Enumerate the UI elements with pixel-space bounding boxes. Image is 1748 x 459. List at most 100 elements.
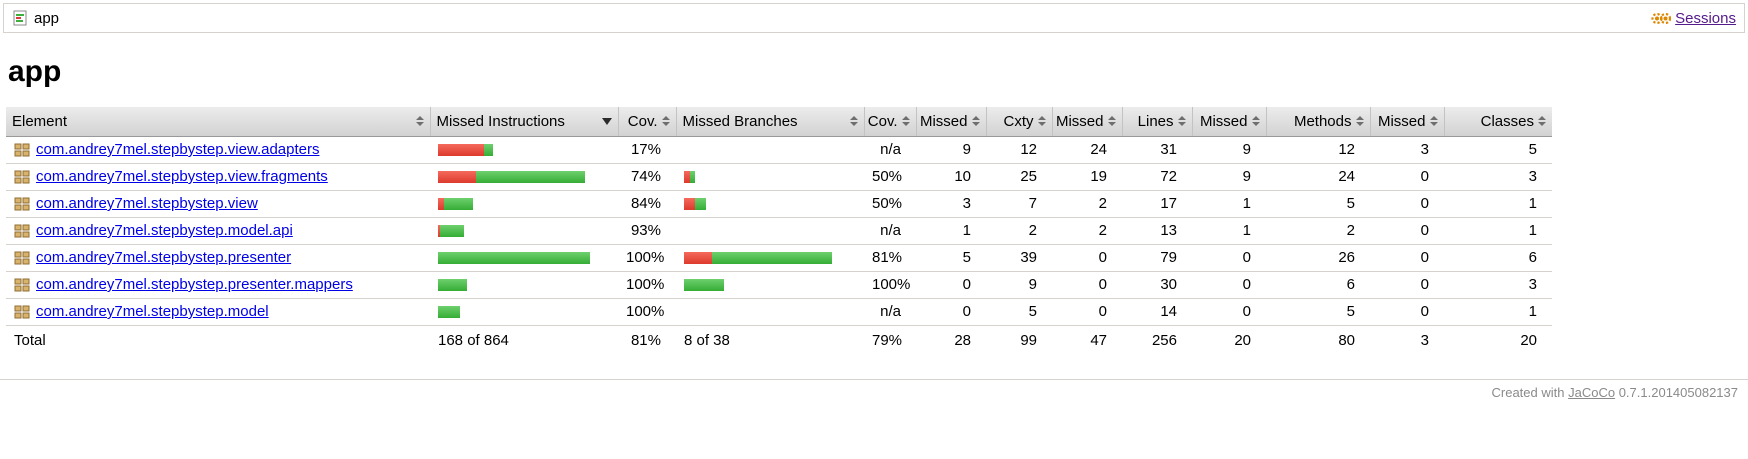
- sort-icon: [1429, 116, 1438, 127]
- total-classes: 20: [1520, 331, 1537, 349]
- col-header-element[interactable]: Element: [6, 107, 430, 137]
- cell-branch-bar: [676, 244, 864, 272]
- col-header-classes[interactable]: Classes: [1443, 107, 1552, 137]
- sessions-gears-icon: [1651, 11, 1672, 26]
- cell-missed-lines: 0: [1052, 271, 1122, 299]
- footer: Created with JaCoCo 0.7.1.201405082137: [0, 378, 1748, 405]
- cell-branch-cov: 50%: [864, 163, 916, 191]
- bar-covered: [440, 224, 464, 237]
- package-link[interactable]: com.andrey7mel.stepbystep.presenter: [36, 249, 292, 266]
- cell-cxty: 25: [986, 163, 1052, 191]
- package-link[interactable]: com.andrey7mel.stepbystep.model.api: [36, 222, 293, 239]
- bar-missed: [438, 143, 484, 156]
- package-link[interactable]: com.andrey7mel.stepbystep.view: [36, 195, 258, 212]
- cell-classes: 3: [1444, 271, 1552, 299]
- cell-instr-cov: 100%: [618, 244, 676, 272]
- total-methods: 80: [1338, 331, 1355, 349]
- cell-missed-lines: 2: [1052, 190, 1122, 218]
- sort-icon: [971, 116, 980, 127]
- coverage-table: Element Missed Instructions Cov. Missed …: [6, 107, 1552, 355]
- cell-methods: 24: [1266, 163, 1370, 191]
- cell-missed-methods: 9: [1192, 163, 1266, 191]
- cell-missed-cxty: 9: [916, 136, 986, 164]
- sort-icon: [1037, 116, 1046, 127]
- sort-icon: [849, 116, 858, 127]
- cell-missed-cxty: 0: [916, 271, 986, 299]
- total-lines: 256: [1151, 331, 1177, 349]
- package-link[interactable]: com.andrey7mel.stepbystep.view.fragments: [36, 168, 328, 185]
- total-label: Total: [14, 331, 46, 349]
- cell-methods: 5: [1266, 298, 1370, 326]
- cell-instr-bar: [430, 244, 618, 272]
- table-row: com.andrey7mel.stepbystep.model.api 93% …: [6, 217, 1552, 245]
- breadcrumb-current: app: [34, 9, 60, 27]
- bar-missed: [438, 224, 440, 237]
- package-link[interactable]: com.andrey7mel.stepbystep.presenter.mapp…: [36, 276, 353, 293]
- col-header-missed-cxty[interactable]: Missed: [915, 107, 986, 137]
- bar-covered: [438, 305, 460, 318]
- cell-instr-bar: [430, 190, 618, 218]
- package-link[interactable]: com.andrey7mel.stepbystep.model: [36, 303, 269, 320]
- col-header-cxty[interactable]: Cxty: [985, 107, 1052, 137]
- col-header-missed-branches[interactable]: Missed Branches: [675, 107, 864, 137]
- package-icon: [14, 143, 30, 157]
- col-header-missed-classes[interactable]: Missed: [1369, 107, 1444, 137]
- col-header-branch-cov[interactable]: Cov.: [863, 107, 916, 137]
- cell-branch-bar: [676, 298, 864, 326]
- footer-created-with: Created with: [1491, 384, 1565, 400]
- jacoco-link[interactable]: JaCoCo: [1568, 384, 1616, 400]
- col-header-lines[interactable]: Lines: [1121, 107, 1192, 137]
- table-row: com.andrey7mel.stepbystep.view 84% 50% 3…: [6, 190, 1552, 218]
- cell-methods: 5: [1266, 190, 1370, 218]
- sort-icon: [1177, 116, 1186, 127]
- sort-icon: [415, 116, 424, 127]
- cell-methods: 26: [1266, 244, 1370, 272]
- cell-instr-bar: [430, 136, 618, 164]
- col-header-instr-cov[interactable]: Cov.: [617, 107, 676, 137]
- col-header-missed-methods[interactable]: Missed: [1191, 107, 1266, 137]
- total-branch-text: 8 of 38: [684, 331, 730, 349]
- package-link[interactable]: com.andrey7mel.stepbystep.view.adapters: [36, 141, 320, 158]
- cell-cxty: 7: [986, 190, 1052, 218]
- sort-icon: [661, 116, 670, 127]
- cell-lines: 31: [1122, 136, 1192, 164]
- breadcrumb: app Sessions: [3, 3, 1745, 33]
- col-header-missed-lines[interactable]: Missed: [1051, 107, 1122, 137]
- cell-missed-methods: 0: [1192, 298, 1266, 326]
- sort-icon: [1538, 116, 1546, 127]
- cell-instr-cov: 100%: [618, 271, 676, 299]
- sort-icon-active: [601, 117, 612, 125]
- col-header-label: Missed: [1055, 112, 1104, 130]
- cell-branch-bar: [676, 217, 864, 245]
- bar-covered: [712, 251, 832, 264]
- sessions-link[interactable]: Sessions: [1675, 9, 1736, 27]
- bar-covered: [684, 278, 724, 291]
- col-header-label: Cxty: [1003, 112, 1034, 130]
- cell-lines: 79: [1122, 244, 1192, 272]
- sort-icon: [1107, 116, 1116, 127]
- cell-branch-cov: 81%: [864, 244, 916, 272]
- cell-cxty: 2: [986, 217, 1052, 245]
- package-icon: [14, 224, 30, 238]
- cell-cxty: 5: [986, 298, 1052, 326]
- cell-branch-bar: [676, 163, 864, 191]
- total-cxty: 99: [1020, 331, 1037, 349]
- cell-missed-cxty: 10: [916, 163, 986, 191]
- cell-branch-cov: 100%: [864, 271, 916, 299]
- cell-cxty: 12: [986, 136, 1052, 164]
- cell-classes: 1: [1444, 217, 1552, 245]
- col-header-missed-instructions[interactable]: Missed Instructions: [429, 107, 618, 137]
- bar-covered: [444, 197, 473, 210]
- page-title: app: [8, 55, 62, 88]
- cell-instr-cov: 84%: [618, 190, 676, 218]
- cell-methods: 6: [1266, 271, 1370, 299]
- cell-missed-cxty: 1: [916, 217, 986, 245]
- cell-cxty: 9: [986, 271, 1052, 299]
- cell-missed-classes: 3: [1370, 136, 1444, 164]
- cell-lines: 14: [1122, 298, 1192, 326]
- cell-instr-cov: 100%: [618, 298, 676, 326]
- cell-classes: 1: [1444, 298, 1552, 326]
- col-header-methods[interactable]: Methods: [1265, 107, 1370, 137]
- cell-missed-lines: 24: [1052, 136, 1122, 164]
- bar-covered: [484, 143, 493, 156]
